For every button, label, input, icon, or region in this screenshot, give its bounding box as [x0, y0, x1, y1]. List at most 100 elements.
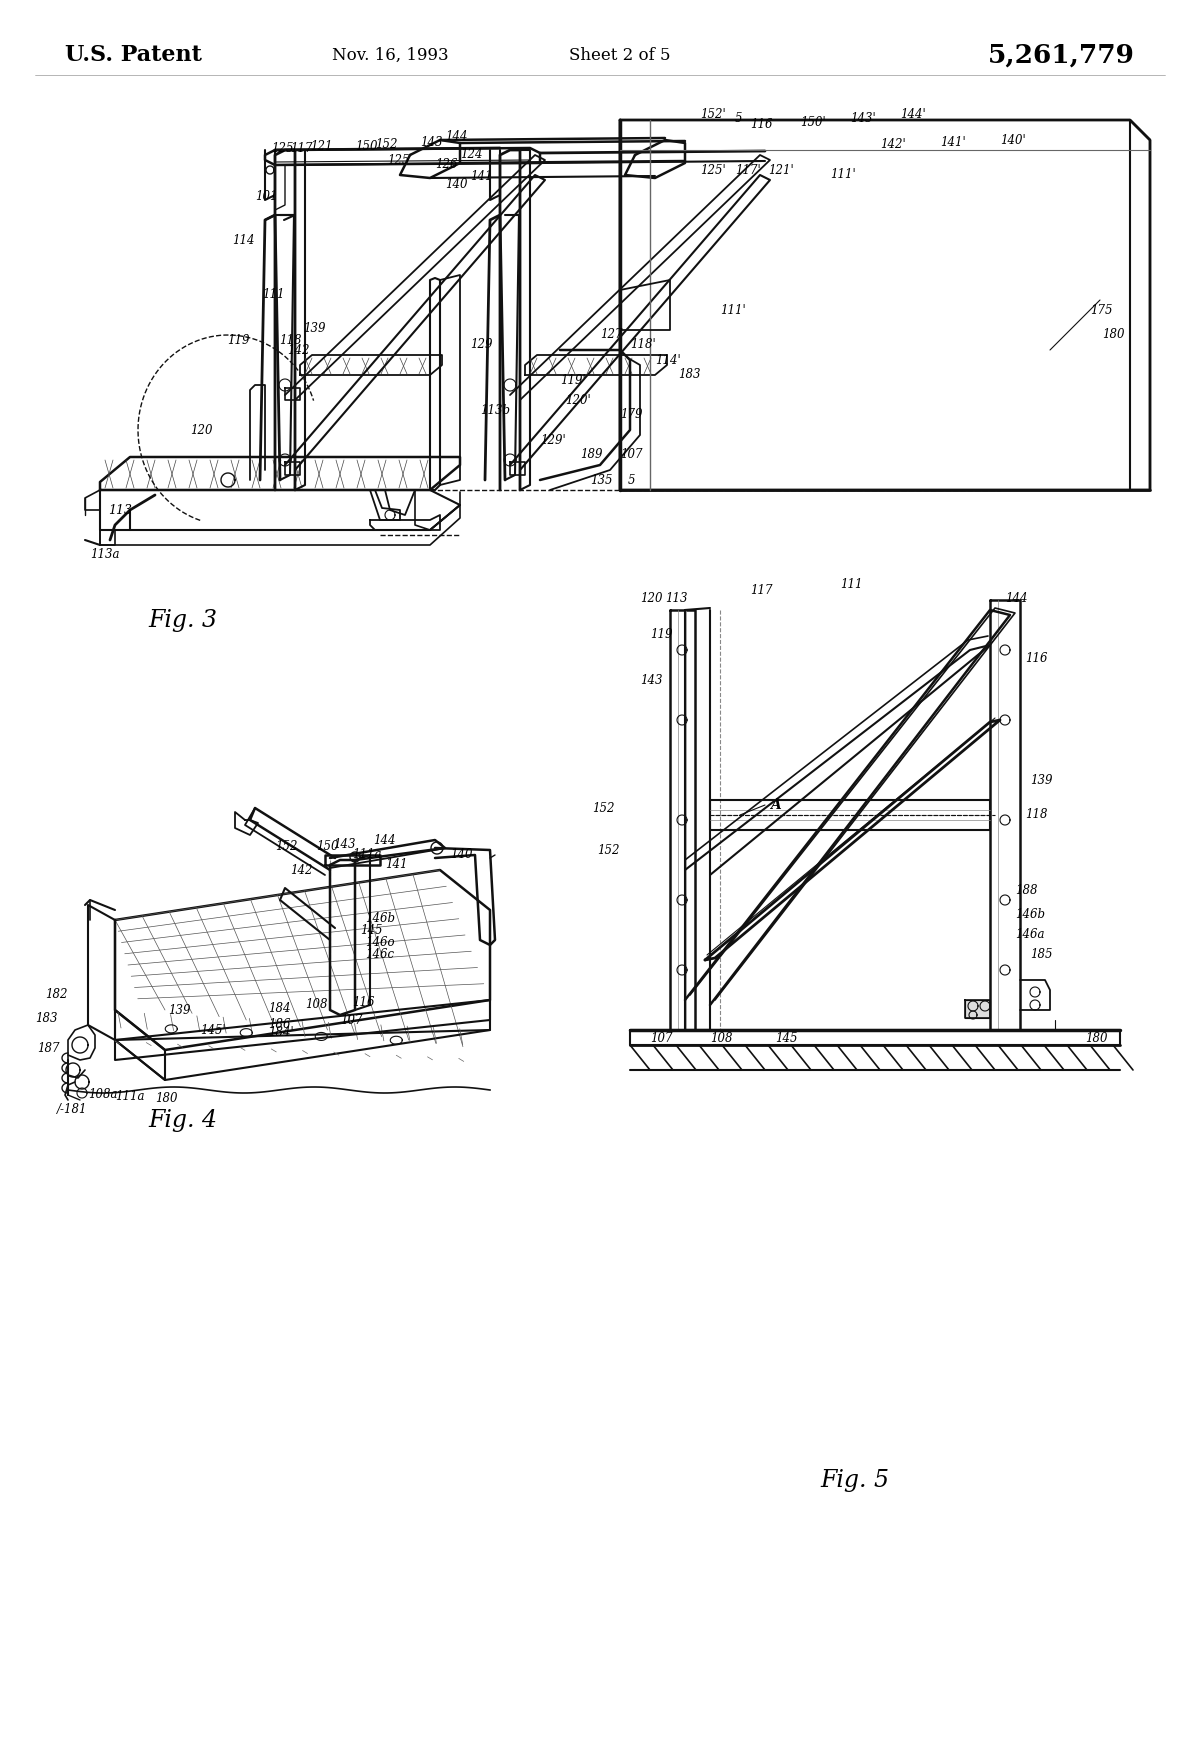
Text: 117': 117' — [734, 164, 761, 176]
Text: 111: 111 — [840, 578, 863, 592]
Text: 144': 144' — [900, 109, 925, 122]
Text: 145: 145 — [360, 923, 383, 936]
Text: 152: 152 — [374, 139, 397, 152]
Text: 5: 5 — [734, 111, 743, 125]
Text: Nov. 16, 1993: Nov. 16, 1993 — [331, 46, 449, 63]
Text: 116: 116 — [352, 997, 374, 1010]
Text: 146a: 146a — [1015, 929, 1044, 941]
Text: 179: 179 — [620, 409, 642, 421]
Text: 116: 116 — [1025, 652, 1048, 664]
Text: 175: 175 — [1090, 303, 1112, 317]
Text: 119': 119' — [560, 374, 586, 386]
Text: 183: 183 — [36, 1011, 58, 1024]
Text: 108a: 108a — [88, 1089, 118, 1101]
Text: Fig. 3: Fig. 3 — [148, 608, 217, 631]
Text: 150: 150 — [355, 141, 378, 153]
Text: 114: 114 — [233, 234, 256, 247]
Text: 101: 101 — [256, 190, 278, 203]
Text: 107: 107 — [650, 1031, 672, 1045]
Text: 187: 187 — [37, 1041, 60, 1054]
Text: Sheet 2 of 5: Sheet 2 of 5 — [569, 46, 671, 63]
Text: 107: 107 — [620, 449, 642, 462]
Text: 143': 143' — [850, 111, 876, 125]
Text: Fig. 5: Fig. 5 — [820, 1468, 889, 1491]
Text: 184': 184' — [268, 1027, 294, 1040]
Text: 119: 119 — [650, 629, 672, 641]
Text: 114': 114' — [655, 354, 680, 366]
Text: 113a: 113a — [90, 548, 120, 562]
Text: 186: 186 — [268, 1018, 290, 1031]
Text: 150': 150' — [800, 116, 826, 129]
Text: 121': 121' — [768, 164, 793, 176]
Text: 145': 145' — [200, 1024, 226, 1036]
Text: 111a: 111a — [352, 849, 382, 862]
Text: 118: 118 — [1025, 809, 1048, 821]
Text: 120: 120 — [190, 423, 212, 437]
Text: 152: 152 — [276, 840, 298, 853]
Text: 111: 111 — [263, 289, 286, 301]
Text: 125: 125 — [388, 153, 410, 166]
Text: 188: 188 — [1015, 883, 1038, 897]
Text: 135: 135 — [590, 474, 612, 486]
Text: 146b: 146b — [1015, 909, 1045, 922]
Text: 189: 189 — [580, 449, 602, 462]
Text: 127: 127 — [600, 328, 623, 342]
Text: 108: 108 — [305, 999, 328, 1011]
Text: 145: 145 — [775, 1031, 798, 1045]
Text: 111a: 111a — [115, 1091, 144, 1103]
Text: 111': 111' — [720, 303, 745, 317]
Text: 139: 139 — [168, 1004, 191, 1017]
Text: 120: 120 — [640, 592, 662, 604]
Text: 143: 143 — [334, 839, 355, 851]
Text: 142': 142' — [880, 139, 906, 152]
Text: 142: 142 — [288, 344, 310, 356]
Text: 142: 142 — [290, 863, 312, 876]
Text: 140': 140' — [1000, 134, 1026, 146]
Text: 152': 152' — [700, 109, 726, 122]
Text: 143: 143 — [420, 136, 443, 148]
Text: 5: 5 — [628, 474, 636, 486]
Text: 113b: 113b — [480, 403, 510, 416]
Text: 141: 141 — [470, 171, 492, 183]
Text: 129: 129 — [470, 338, 492, 351]
Text: U.S. Patent: U.S. Patent — [65, 44, 202, 65]
Text: 141: 141 — [385, 858, 408, 872]
Text: 182: 182 — [46, 988, 68, 1001]
Text: 117: 117 — [750, 583, 773, 597]
Text: 146c: 146c — [365, 948, 394, 962]
Text: 120': 120' — [565, 393, 590, 407]
Text: 5,261,779: 5,261,779 — [988, 42, 1135, 67]
Text: 152: 152 — [598, 844, 620, 856]
Text: 185: 185 — [1030, 948, 1052, 962]
Text: 107: 107 — [340, 1013, 362, 1027]
Text: 139: 139 — [302, 321, 325, 335]
Text: 183: 183 — [678, 368, 701, 382]
Text: 118': 118' — [630, 338, 655, 351]
Text: 113: 113 — [108, 504, 132, 516]
Text: 180: 180 — [155, 1091, 178, 1105]
Text: 143: 143 — [640, 673, 662, 687]
Text: 125': 125' — [700, 164, 726, 176]
Polygon shape — [965, 1001, 990, 1018]
Text: 113: 113 — [665, 592, 688, 604]
Text: 146o: 146o — [365, 936, 395, 950]
Text: A: A — [770, 798, 781, 812]
Text: 139: 139 — [1030, 774, 1052, 786]
Text: 116: 116 — [750, 118, 773, 132]
Text: 152: 152 — [593, 802, 616, 814]
Text: 126: 126 — [436, 159, 457, 171]
Text: 140: 140 — [445, 178, 468, 192]
Text: 184: 184 — [268, 1001, 290, 1015]
Text: 144: 144 — [1006, 592, 1027, 604]
Text: 150: 150 — [316, 840, 338, 853]
Text: 180: 180 — [1103, 328, 1126, 342]
Text: 118: 118 — [280, 333, 302, 347]
Text: 108: 108 — [710, 1031, 732, 1045]
Text: 111': 111' — [830, 169, 856, 181]
Text: /-181: /-181 — [58, 1103, 88, 1117]
Text: 146b: 146b — [365, 911, 395, 925]
Text: 140: 140 — [450, 849, 473, 862]
Text: 129': 129' — [540, 433, 565, 446]
Text: Fig. 4: Fig. 4 — [148, 1108, 217, 1131]
Text: 180: 180 — [1085, 1031, 1108, 1045]
